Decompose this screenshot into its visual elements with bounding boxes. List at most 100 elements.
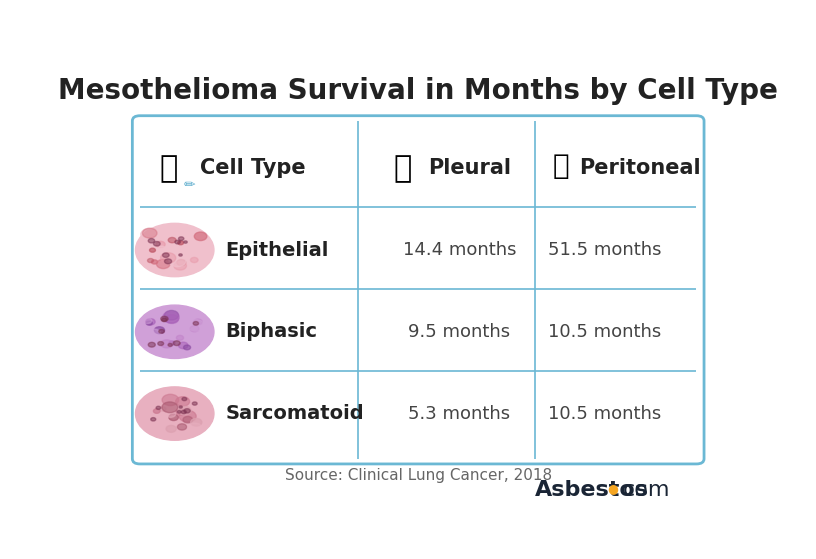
Circle shape — [165, 259, 171, 264]
Circle shape — [184, 241, 187, 243]
Text: 9.5 months: 9.5 months — [408, 323, 510, 341]
Circle shape — [159, 407, 166, 411]
Circle shape — [168, 238, 176, 243]
Circle shape — [162, 318, 166, 321]
Text: Cell Type: Cell Type — [200, 158, 306, 178]
Circle shape — [149, 342, 155, 347]
Circle shape — [143, 318, 152, 324]
Circle shape — [184, 345, 191, 350]
Circle shape — [194, 232, 206, 240]
Circle shape — [148, 258, 153, 263]
Circle shape — [161, 316, 168, 321]
Circle shape — [159, 329, 164, 333]
Circle shape — [175, 397, 189, 406]
Text: 51.5 months: 51.5 months — [548, 241, 662, 259]
Circle shape — [177, 259, 186, 266]
Circle shape — [154, 327, 165, 334]
Circle shape — [165, 310, 179, 320]
Circle shape — [169, 255, 186, 267]
Circle shape — [158, 245, 168, 253]
Circle shape — [135, 305, 214, 358]
Text: Epithelial: Epithelial — [225, 240, 329, 259]
Circle shape — [177, 411, 181, 413]
Circle shape — [180, 410, 196, 422]
Text: Biphasic: Biphasic — [225, 323, 317, 342]
Circle shape — [176, 409, 185, 415]
Text: Peritoneal: Peritoneal — [579, 158, 701, 178]
Circle shape — [152, 260, 157, 264]
Circle shape — [166, 410, 176, 418]
Circle shape — [191, 419, 202, 426]
Circle shape — [188, 423, 202, 433]
Circle shape — [187, 320, 204, 331]
Circle shape — [184, 333, 190, 337]
Circle shape — [150, 421, 162, 429]
Text: Sarcomatoid: Sarcomatoid — [225, 404, 364, 423]
Circle shape — [169, 414, 179, 420]
Circle shape — [161, 253, 175, 263]
Circle shape — [157, 259, 170, 268]
Circle shape — [149, 248, 155, 252]
Circle shape — [149, 239, 155, 243]
Text: ✏: ✏ — [184, 178, 195, 192]
Circle shape — [190, 257, 198, 263]
Circle shape — [193, 321, 198, 325]
Circle shape — [135, 387, 214, 440]
Circle shape — [143, 228, 157, 238]
Circle shape — [168, 343, 172, 347]
Text: Source: Clinical Lung Cancer, 2018: Source: Clinical Lung Cancer, 2018 — [285, 468, 552, 482]
Circle shape — [179, 342, 188, 349]
Circle shape — [169, 341, 175, 345]
Circle shape — [179, 254, 182, 256]
Circle shape — [174, 262, 187, 270]
Circle shape — [156, 241, 165, 248]
Circle shape — [153, 409, 160, 413]
Circle shape — [172, 408, 180, 412]
Circle shape — [166, 425, 176, 432]
Text: Asbestos: Asbestos — [535, 480, 650, 500]
Circle shape — [151, 418, 156, 421]
Circle shape — [146, 319, 155, 325]
Text: 14.4 months: 14.4 months — [402, 241, 516, 259]
Circle shape — [193, 322, 206, 331]
Circle shape — [184, 409, 190, 413]
Circle shape — [179, 406, 182, 408]
Circle shape — [166, 315, 179, 324]
Circle shape — [146, 321, 153, 325]
Circle shape — [193, 319, 202, 325]
Circle shape — [177, 424, 187, 430]
FancyBboxPatch shape — [132, 116, 704, 464]
Circle shape — [144, 329, 162, 340]
Circle shape — [193, 402, 197, 405]
Circle shape — [162, 394, 179, 406]
Circle shape — [140, 229, 157, 240]
Text: com: com — [623, 480, 670, 500]
Circle shape — [183, 416, 193, 423]
Circle shape — [181, 410, 186, 414]
Text: ●: ● — [607, 482, 618, 495]
Circle shape — [179, 237, 184, 240]
Circle shape — [178, 241, 184, 245]
Circle shape — [135, 224, 214, 277]
Circle shape — [162, 402, 178, 413]
Circle shape — [190, 326, 199, 332]
Circle shape — [156, 406, 161, 409]
Text: 10.5 months: 10.5 months — [548, 405, 662, 423]
Circle shape — [175, 240, 180, 244]
Circle shape — [162, 253, 169, 257]
Circle shape — [182, 397, 187, 401]
Text: Mesothelioma Survival in Months by Cell Type: Mesothelioma Survival in Months by Cell … — [58, 77, 778, 105]
Circle shape — [160, 230, 175, 239]
Circle shape — [153, 241, 160, 246]
Circle shape — [157, 342, 164, 345]
Circle shape — [173, 341, 180, 345]
Text: Pleural: Pleural — [428, 158, 511, 178]
Circle shape — [161, 340, 173, 348]
Text: 📋: 📋 — [159, 154, 178, 183]
Circle shape — [158, 246, 166, 251]
Circle shape — [162, 312, 180, 323]
Text: 5.3 months: 5.3 months — [408, 405, 510, 423]
Circle shape — [176, 335, 184, 340]
Circle shape — [178, 406, 191, 415]
Text: 10.5 months: 10.5 months — [548, 323, 662, 341]
